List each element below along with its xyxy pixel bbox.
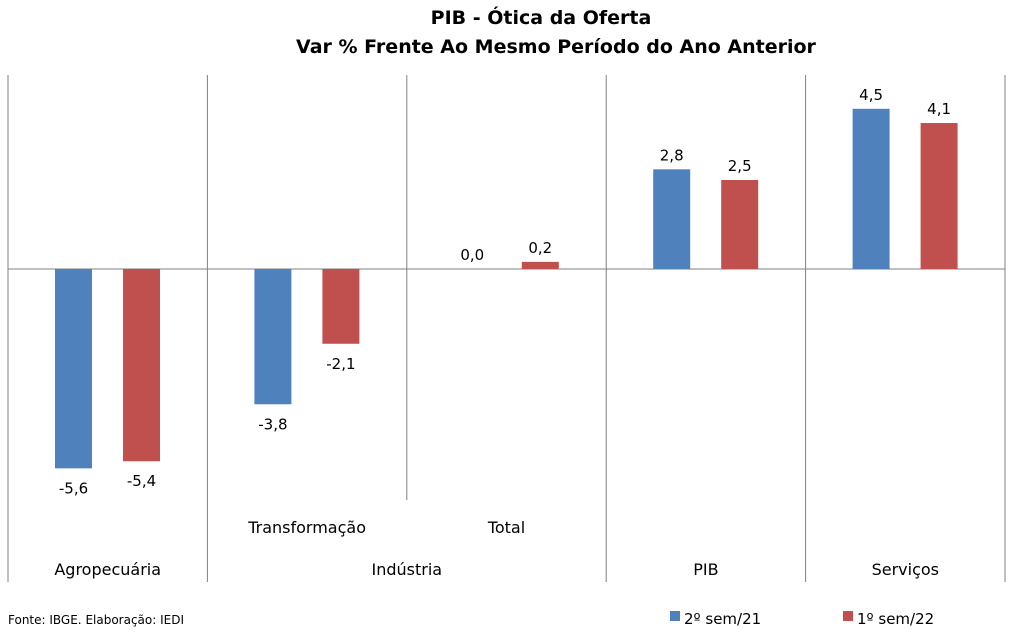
data-label: -3,8 <box>258 415 287 433</box>
bar <box>521 261 559 269</box>
legend-label: 1º sem/22 <box>857 610 934 628</box>
data-label: 2,8 <box>660 146 684 164</box>
legend-label: 2º sem/21 <box>684 610 761 628</box>
data-label: -2,1 <box>326 355 355 373</box>
bar <box>721 180 759 269</box>
data-label: 2,5 <box>728 157 752 175</box>
bar <box>55 269 92 469</box>
bar <box>322 269 360 344</box>
bar <box>254 269 292 405</box>
bar <box>920 123 958 269</box>
subcategory-label: Transformação <box>247 518 366 537</box>
bar <box>123 269 160 462</box>
data-label: 0,2 <box>528 239 552 257</box>
group-label: Agropecuária <box>54 560 161 579</box>
group-separators <box>7 75 1006 582</box>
group-label: Indústria <box>372 560 443 579</box>
group-label: PIB <box>693 560 718 579</box>
chart-title: PIB - Ótica da Oferta <box>431 5 652 29</box>
data-label: 0,0 <box>460 246 484 264</box>
legend-swatch <box>843 611 853 621</box>
data-label: 4,1 <box>927 100 951 118</box>
data-label: -5,4 <box>127 472 156 490</box>
legend: 2º sem/21 1º sem/22 <box>670 610 934 628</box>
legend-swatch <box>670 611 680 621</box>
group-label: Serviços <box>872 560 939 579</box>
bars <box>55 108 958 469</box>
category-labels: Transformação Total Agropecuária Indústria P… <box>54 518 939 579</box>
subcategory-label: Total <box>487 518 525 537</box>
bar <box>653 169 691 269</box>
data-label: -5,6 <box>59 479 88 497</box>
data-labels: -5,6 -3,8 0,0 2,8 4,5 -5,4 -2,1 0,2 2,5 4,1 <box>59 86 951 498</box>
data-label: 4,5 <box>859 86 883 104</box>
bar <box>852 108 890 269</box>
source-note: Fonte: IBGE. Elaboração: IEDI <box>8 613 184 627</box>
chart-subtitle: Var % Frente Ao Mesmo Período do Ano Ant… <box>296 36 817 58</box>
